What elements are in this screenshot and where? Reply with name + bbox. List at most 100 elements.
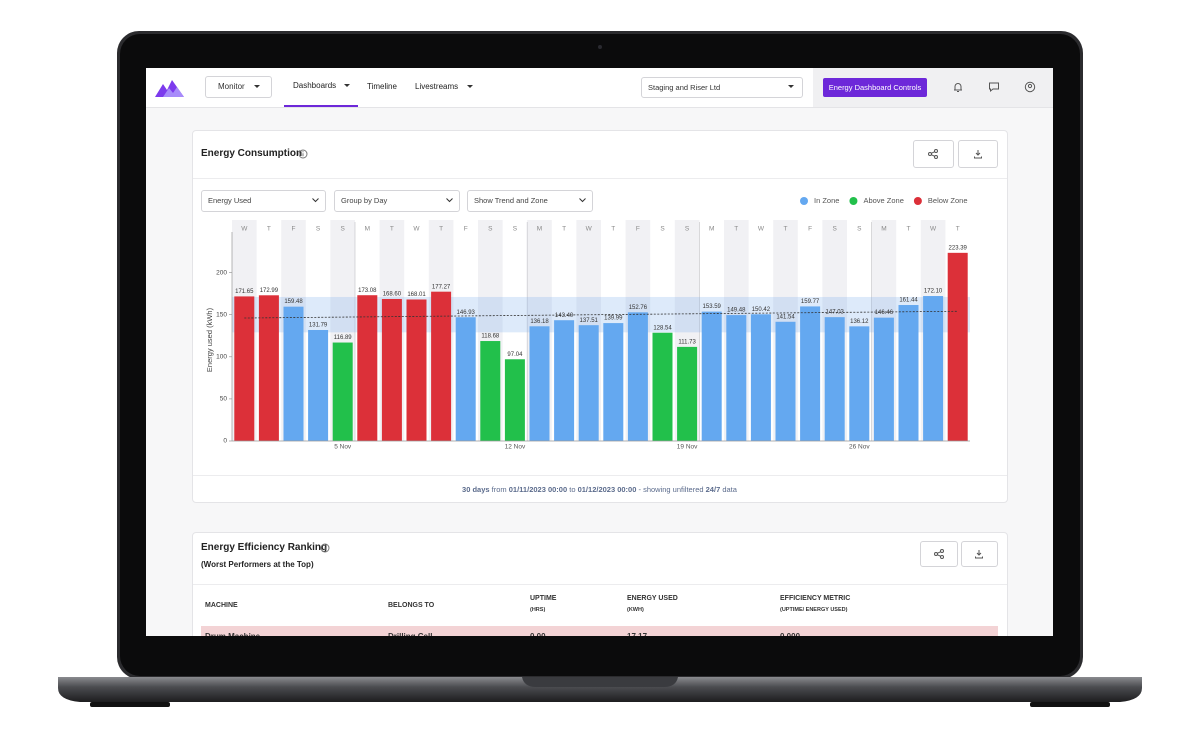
value-label: 159.77 bbox=[801, 299, 820, 305]
weekday-label: S bbox=[316, 226, 321, 233]
value-label: 111.73 bbox=[678, 339, 696, 345]
value-label: 139.99 bbox=[604, 316, 623, 322]
download-icon bbox=[974, 150, 982, 159]
legend-marker bbox=[913, 197, 922, 205]
filter-select[interactable] bbox=[201, 190, 326, 212]
active-tab-underline bbox=[284, 105, 358, 107]
bar bbox=[283, 306, 304, 441]
info-icon[interactable] bbox=[320, 543, 330, 553]
table-row[interactable] bbox=[201, 626, 998, 636]
bar bbox=[504, 359, 525, 441]
value-label: 177.27 bbox=[432, 284, 451, 290]
weekday-label: S bbox=[685, 226, 690, 233]
value-label: 137.51 bbox=[580, 318, 599, 324]
monitor-label: Monitor bbox=[218, 82, 245, 91]
nav-tab[interactable]: Timeline bbox=[367, 82, 397, 91]
value-label: 131.79 bbox=[309, 323, 328, 329]
bar bbox=[701, 311, 722, 441]
x-tick-label: 12 Nov bbox=[505, 444, 526, 451]
value-label: 149.48 bbox=[727, 308, 746, 314]
nav-tab[interactable]: Dashboards bbox=[293, 81, 337, 90]
value-label: 173.08 bbox=[358, 288, 377, 294]
download-button[interactable] bbox=[958, 140, 998, 168]
legend-label: In Zone bbox=[814, 196, 839, 205]
weekday-label: T bbox=[611, 226, 615, 233]
bar bbox=[652, 332, 673, 441]
bar bbox=[234, 296, 255, 441]
card-title: Energy Efficiency Ranking bbox=[201, 542, 328, 553]
value-label: 159.48 bbox=[284, 299, 303, 305]
bar bbox=[849, 326, 870, 441]
bar bbox=[898, 305, 919, 441]
value-label: 146.46 bbox=[875, 310, 894, 316]
bar bbox=[677, 346, 698, 441]
weekday-label: M bbox=[365, 226, 370, 233]
weekday-label: S bbox=[488, 226, 493, 233]
weekday-label: F bbox=[292, 226, 296, 233]
bar bbox=[406, 299, 427, 441]
bar bbox=[431, 291, 452, 441]
value-label: 118.68 bbox=[481, 334, 500, 340]
legend-marker bbox=[849, 197, 858, 205]
chevron bbox=[254, 85, 260, 88]
footer-text: from bbox=[491, 485, 507, 494]
bar bbox=[332, 342, 353, 441]
y-tick-label: 100 bbox=[216, 353, 227, 360]
bar bbox=[775, 321, 796, 441]
weekday-label: W bbox=[241, 226, 248, 233]
footer-from: 01/11/2023 00:00 bbox=[508, 485, 568, 494]
bar bbox=[381, 298, 402, 441]
legend-label: Above Zone bbox=[863, 196, 903, 205]
bar bbox=[800, 306, 821, 441]
weekday-label: T bbox=[734, 226, 738, 233]
weekday-label: F bbox=[636, 226, 640, 233]
share-button[interactable] bbox=[920, 541, 958, 567]
nav-tab[interactable]: Livestreams bbox=[415, 82, 459, 91]
divider bbox=[193, 584, 1007, 585]
weekday-label: T bbox=[907, 226, 911, 233]
info-icon[interactable] bbox=[298, 149, 308, 159]
zone-band bbox=[232, 296, 970, 333]
bar bbox=[873, 317, 894, 441]
value-label: 147.03 bbox=[826, 310, 845, 316]
user-icon[interactable] bbox=[1024, 81, 1036, 93]
chat-icon[interactable] bbox=[988, 81, 1000, 93]
weekday-label: M bbox=[537, 226, 542, 233]
bar bbox=[750, 314, 771, 441]
value-label: 223.39 bbox=[949, 245, 968, 251]
legend-marker bbox=[800, 197, 808, 205]
screen: Monitor Dashboards Timeline Livestreams … bbox=[146, 68, 1053, 636]
value-label: 128.54 bbox=[653, 325, 672, 331]
filter-label: Group by Day bbox=[341, 196, 388, 205]
bell-icon[interactable] bbox=[952, 81, 964, 93]
weekday-label: T bbox=[562, 226, 566, 233]
value-label: 161.44 bbox=[899, 298, 918, 304]
share-icon bbox=[934, 549, 944, 559]
filter-select[interactable] bbox=[334, 190, 460, 212]
weekday-label: T bbox=[439, 226, 443, 233]
column-header: MACHINE bbox=[205, 602, 238, 609]
controls-button[interactable]: Energy Dashboard Controls bbox=[823, 78, 927, 97]
weekday-label: T bbox=[390, 226, 394, 233]
weekday-label: F bbox=[808, 226, 812, 233]
site-select[interactable] bbox=[641, 77, 803, 98]
weekday-label: T bbox=[267, 226, 271, 233]
y-tick-label: 150 bbox=[216, 311, 227, 318]
chart-footer: 30 days from 01/11/2023 00:00 to 01/12/2… bbox=[146, 486, 1053, 494]
site-label: Staging and Riser Ltd bbox=[648, 83, 721, 92]
share-button[interactable] bbox=[913, 140, 954, 168]
bar bbox=[947, 252, 968, 441]
filter-select[interactable] bbox=[467, 190, 593, 212]
value-label: 172.10 bbox=[924, 289, 943, 295]
monitor-select[interactable] bbox=[205, 76, 272, 98]
energy-chart: Energy used (kWh) W T F S S M T W T F S S M T W T F S S M T W… bbox=[205, 196, 970, 451]
controls-label: Energy Dashboard Controls bbox=[828, 83, 922, 92]
divider bbox=[193, 475, 1007, 476]
value-label: 136.18 bbox=[530, 319, 549, 325]
footer-text: - showing unfiltered bbox=[638, 485, 704, 494]
chevron bbox=[788, 85, 794, 88]
logo[interactable] bbox=[155, 78, 185, 98]
bar bbox=[357, 295, 378, 441]
weekday-label: M bbox=[881, 226, 886, 233]
y-tick-label: 0 bbox=[223, 438, 227, 445]
